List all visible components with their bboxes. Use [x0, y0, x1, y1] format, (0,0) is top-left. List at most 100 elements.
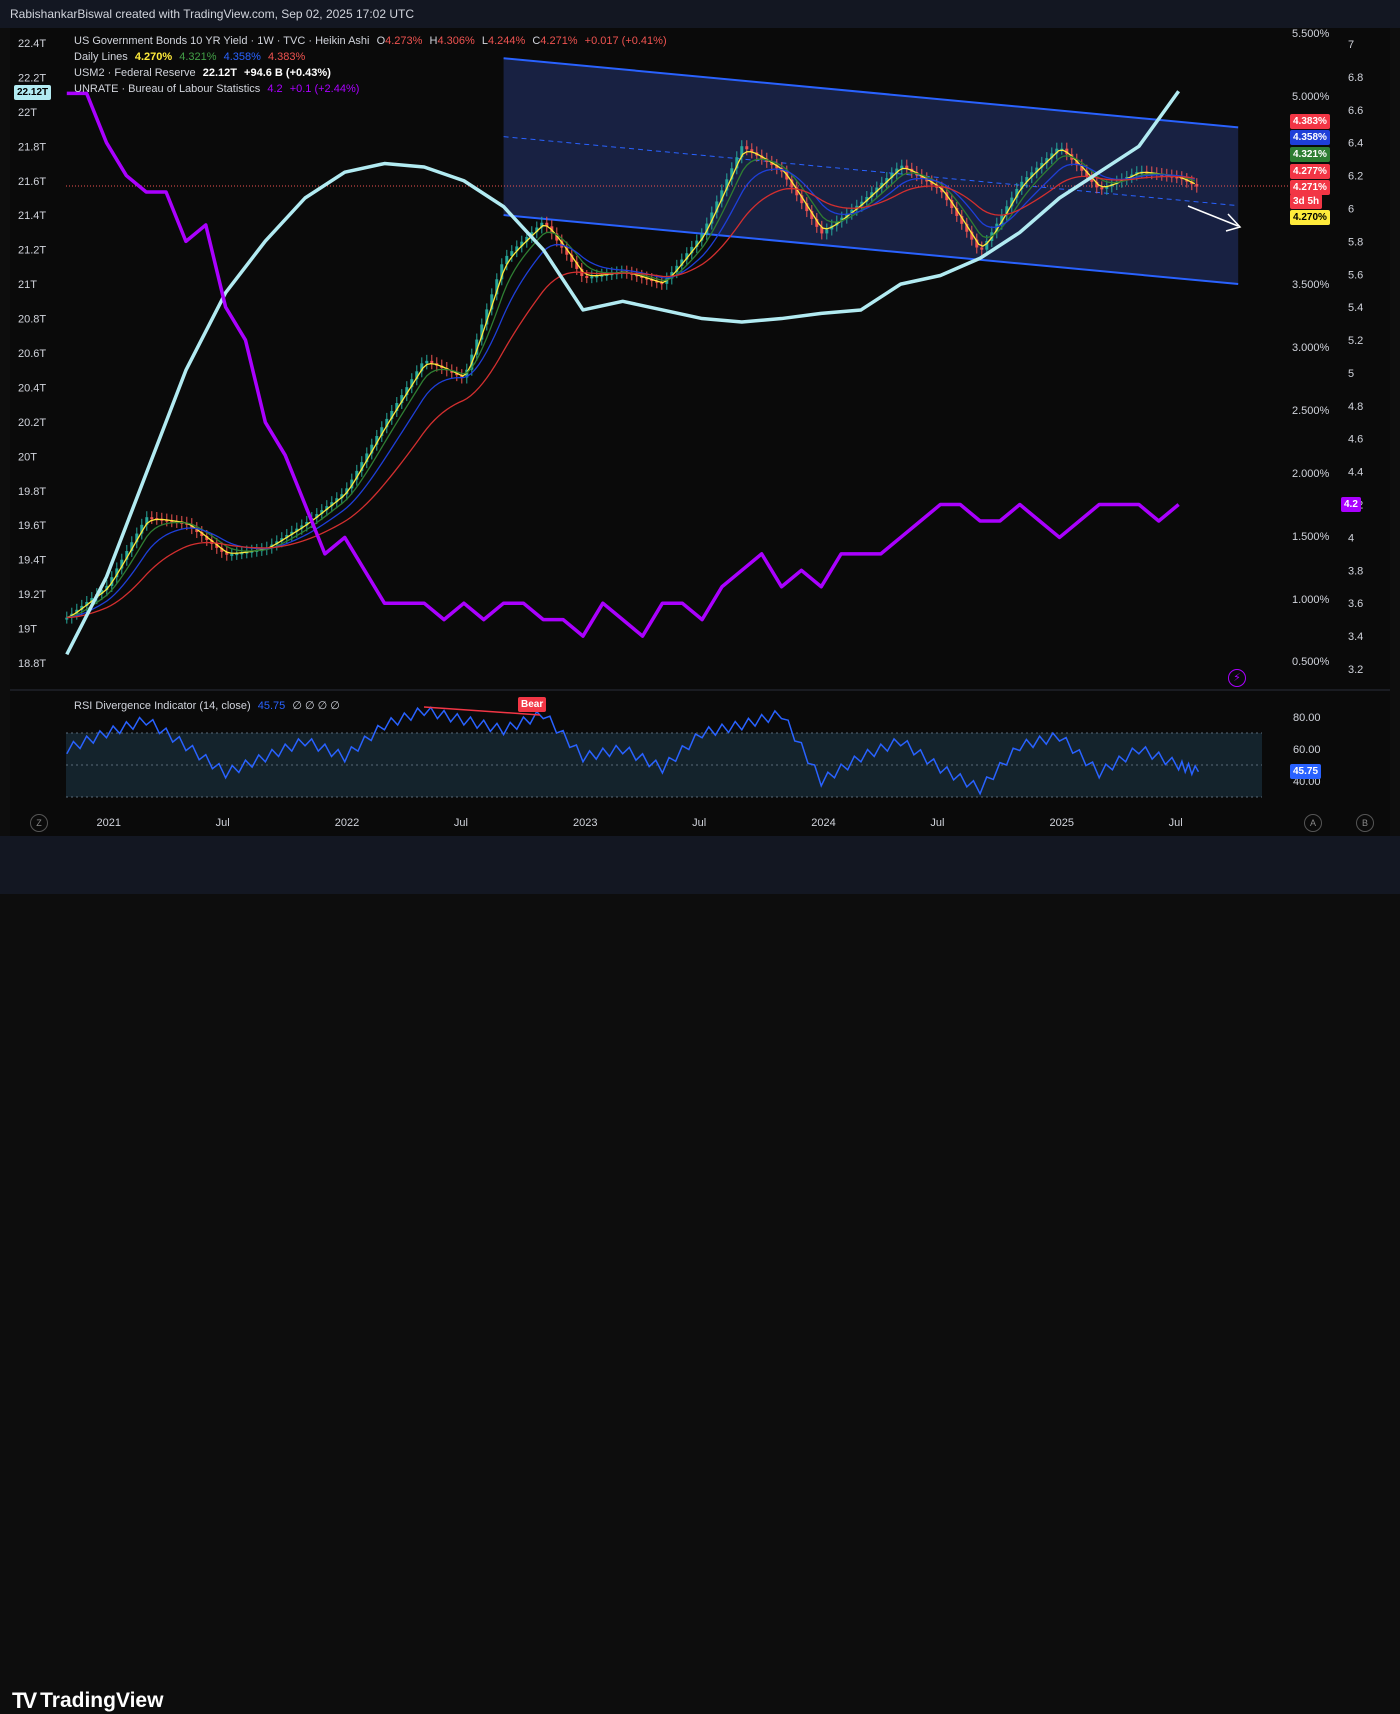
legend-daily-v1: 4.270%	[134, 51, 173, 63]
yield-candle	[920, 175, 924, 179]
yield-candle	[295, 528, 299, 532]
log-scale-button[interactable]: B	[1356, 814, 1374, 832]
ma-red	[66, 175, 1195, 619]
yield-axis-tick: 2.500%	[1292, 405, 1330, 417]
yield-candle	[140, 524, 144, 534]
m2-axis-tick: 21.4T	[18, 210, 46, 222]
yield-candle	[870, 192, 874, 198]
yield-candle	[880, 182, 884, 188]
yield-axis-tick: 0.500%	[1292, 656, 1330, 668]
yield-candle	[220, 547, 224, 552]
yield-candle	[415, 371, 419, 380]
legend-open-label: O	[376, 35, 386, 47]
yield-candle	[305, 522, 309, 526]
yield-candle	[1065, 148, 1069, 155]
yield-candle	[170, 520, 174, 523]
price-tag: 3d 5h	[1290, 194, 1323, 209]
yield-candle	[215, 543, 219, 548]
m2-axis-tick: 19T	[18, 624, 37, 636]
yield-candle	[1025, 177, 1029, 182]
unrate-axis-tick: 6.2	[1348, 171, 1363, 183]
yield-candle	[1100, 187, 1104, 190]
yield-candle	[695, 240, 699, 247]
legend-low-label: L	[481, 35, 488, 47]
legend-m2-value: 22.12T	[202, 67, 237, 79]
yield-candle	[430, 360, 434, 364]
x-axis-tick: Jul	[1169, 817, 1183, 829]
yield-candle	[80, 605, 84, 610]
legend-m2: USM2 · Federal Reserve 22.12T +94.6 B (+…	[74, 67, 335, 79]
yield-candle	[495, 279, 499, 295]
yield-candle	[1050, 153, 1054, 159]
unrate-axis-tick: 6.6	[1348, 105, 1363, 117]
yield-candle	[385, 418, 389, 428]
yield-candle	[1000, 214, 1004, 224]
yield-candle	[120, 559, 124, 569]
legend-unrate-name: UNRATE · Bureau of Labour Statistics	[74, 83, 261, 95]
yield-candle	[800, 195, 804, 204]
unrate-axis-tick: 6	[1348, 203, 1354, 215]
yield-candle	[525, 236, 529, 242]
channel-upper	[503, 57, 1239, 129]
yield-candle	[555, 233, 559, 241]
yield-candle	[1085, 170, 1089, 177]
legend-unrate: UNRATE · Bureau of Labour Statistics 4.2…	[74, 83, 363, 95]
yield-candle	[815, 218, 819, 227]
m2-axis-tick: 20.8T	[18, 314, 46, 326]
yield-candle	[540, 222, 544, 228]
yield-candle	[330, 502, 334, 507]
yield-axis-tick: 5.500%	[1292, 28, 1330, 40]
yield-candle	[925, 178, 929, 182]
yield-candle	[1195, 184, 1199, 187]
yield-candle	[795, 187, 799, 196]
yield-candle	[890, 173, 894, 179]
yield-axis-tick: 3.500%	[1292, 279, 1330, 291]
unrate-axis-tick: 5	[1348, 368, 1354, 380]
yield-candle	[230, 553, 234, 556]
yield-candle	[895, 168, 899, 174]
x-axis-tick: 2023	[573, 817, 597, 829]
yield-candle	[380, 427, 384, 436]
brand-text: TradingView	[40, 1689, 164, 1712]
tradingview-logo[interactable]: TV TradingView	[12, 1688, 163, 1714]
yield-candle	[480, 324, 484, 340]
yield-candle	[725, 179, 729, 191]
unrate-axis-tick: 7	[1348, 39, 1354, 51]
yield-candle	[715, 201, 719, 213]
m2-axis-tick: 21.2T	[18, 245, 46, 257]
unrate-axis-tick: 5.2	[1348, 335, 1363, 347]
yield-candle	[825, 229, 829, 234]
yield-candle	[575, 261, 579, 269]
yield-candle	[980, 247, 984, 250]
yield-candle	[365, 453, 369, 463]
legend-yield-name: US Government Bonds 10 YR Yield · 1W · T…	[74, 35, 370, 47]
yield-candle	[845, 213, 849, 218]
m2-axis-tick: 19.2T	[18, 589, 46, 601]
auto-scale-button[interactable]: A	[1304, 814, 1322, 832]
legend-unrate-change: +0.1 (+2.44%)	[289, 83, 360, 95]
yield-axis-tick: 5.000%	[1292, 91, 1330, 103]
zoom-button[interactable]: Z	[30, 814, 48, 832]
yield-candle	[490, 294, 494, 310]
footer: TV TradingView	[0, 836, 1400, 1713]
yield-candle	[545, 222, 549, 227]
lightning-icon[interactable]: ⚡	[1228, 669, 1246, 687]
yield-candle	[985, 241, 989, 250]
legend-high-label: H	[429, 35, 438, 47]
yield-candle	[790, 179, 794, 188]
rsi-line	[66, 706, 1200, 796]
channel-lower	[503, 214, 1239, 285]
m2-axis-tick: 21T	[18, 279, 37, 291]
yield-candle	[885, 178, 889, 183]
yield-candle	[965, 223, 969, 232]
yield-candle	[970, 231, 974, 240]
arrow-line	[1187, 205, 1239, 227]
yield-candle	[325, 506, 329, 511]
yield-candle	[150, 517, 154, 520]
unrate-axis-tick: 3.2	[1348, 664, 1363, 676]
yield-candle	[565, 247, 569, 255]
yield-candle	[355, 470, 359, 480]
yield-candle	[400, 395, 404, 404]
legend-rsi: RSI Divergence Indicator (14, close) 45.…	[74, 699, 344, 712]
yield-candle	[320, 510, 324, 515]
